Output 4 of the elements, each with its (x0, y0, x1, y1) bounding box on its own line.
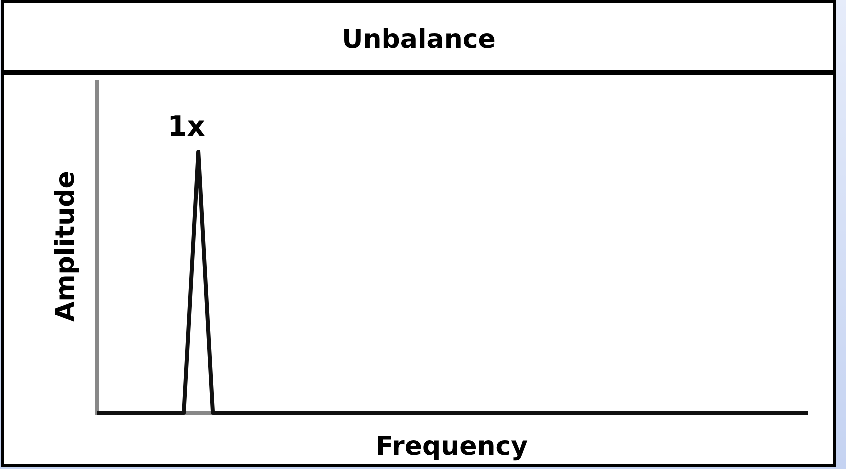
y-axis-title: Amplitude (51, 171, 81, 322)
text: 1x (168, 110, 206, 143)
x-axis-title: Frequency (376, 432, 528, 462)
chart-title: Unbalance (342, 25, 496, 55)
